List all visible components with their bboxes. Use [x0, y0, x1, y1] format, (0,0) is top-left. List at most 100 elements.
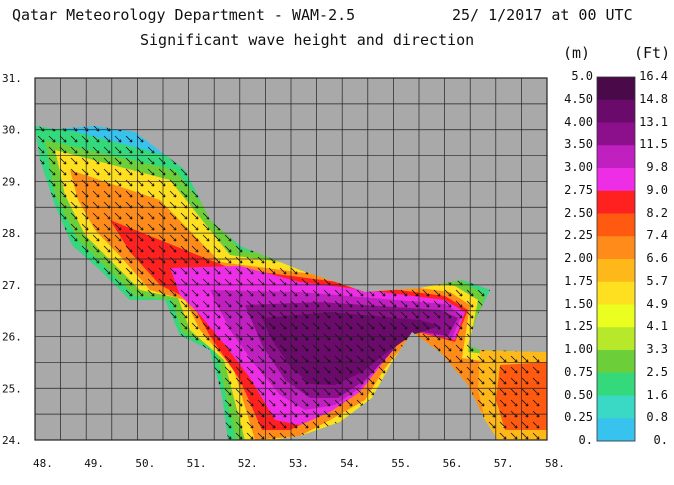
wave-arrow [48, 179, 56, 187]
wave-arrow [125, 157, 133, 165]
colorbar-label-meters: 1.25 [564, 319, 593, 334]
wave-arrow [37, 135, 45, 143]
wave-arrow [279, 289, 287, 297]
colorbar-label-feet: 0. [653, 433, 668, 447]
wave-arrow [378, 289, 386, 297]
wave-arrow [147, 223, 155, 231]
wave-arrow [334, 311, 342, 319]
wave-arrow [169, 234, 177, 242]
wave-arrow [257, 355, 265, 363]
wave-arrow [378, 344, 386, 352]
colorbar-swatch [597, 213, 635, 237]
wave-arrow [125, 190, 133, 198]
wave-arrow [92, 234, 100, 242]
wave-arrow [279, 344, 287, 352]
wave-arrow [191, 267, 199, 275]
wave-arrow [114, 168, 122, 176]
wave-arrow [224, 234, 232, 242]
wave-arrow [257, 388, 265, 396]
wave-arrow [400, 333, 408, 341]
wave-arrow [488, 399, 496, 407]
wave-arrow [323, 311, 331, 319]
latitude-tick: 25. [2, 382, 22, 395]
wave-arrow [180, 212, 188, 220]
colorbar-label-meters: 1.00 [564, 342, 593, 356]
wave-arrow [422, 333, 430, 341]
wave-arrow [433, 300, 441, 308]
wave-arrow [92, 212, 100, 220]
wave-arrow [334, 355, 342, 363]
colorbar-label-meters: 2.00 [564, 251, 593, 265]
wave-arrow [257, 289, 265, 297]
wave-arrow [532, 377, 540, 385]
wave-arrow [103, 223, 111, 231]
colorbar-label-feet: 11.5 [639, 137, 668, 152]
wave-arrow [378, 311, 386, 319]
wave-arrow [279, 355, 287, 363]
colorbar-label-feet: 14.8 [639, 91, 668, 106]
longitude-tick: 49. [84, 457, 104, 470]
wave-arrow [334, 366, 342, 374]
wave-arrow [136, 212, 144, 220]
wave-arrow [301, 344, 309, 352]
wave-arrow [70, 223, 78, 231]
wave-arrow [532, 421, 540, 429]
wave-arrow [103, 234, 111, 242]
wave-arrow [147, 234, 155, 242]
wave-arrow [246, 377, 254, 385]
wave-arrow [499, 355, 507, 363]
wave-arrow [125, 223, 133, 231]
latitude-tick: 31. [2, 72, 22, 85]
wave-arrow [202, 245, 210, 253]
wave-arrow [224, 388, 232, 396]
wave-arrow [389, 300, 397, 308]
wave-arrow [301, 355, 309, 363]
wave-arrow [213, 366, 221, 374]
wave-arrow [301, 366, 309, 374]
latitude-tick: 30. [2, 124, 22, 137]
wave-arrow [521, 355, 529, 363]
map-subtitle: Significant wave height and direction [140, 31, 475, 49]
colorbar-swatch [597, 99, 635, 123]
wave-arrow [268, 388, 276, 396]
wave-arrow [268, 289, 276, 297]
colorbar-swatch [597, 395, 635, 419]
wave-arrow [224, 289, 232, 297]
wave-arrow [323, 399, 331, 407]
wave-arrow [510, 388, 518, 396]
wave-arrow [169, 168, 177, 176]
wave-arrow [345, 300, 353, 308]
wave-arrow [246, 344, 254, 352]
colorbar-swatch [597, 259, 635, 283]
wave-arrow [147, 190, 155, 198]
wave-arrow [444, 311, 452, 319]
wave-arrow [169, 190, 177, 198]
wave-arrow [246, 267, 254, 275]
wave-arrow [433, 289, 441, 297]
wave-arrow [48, 146, 56, 154]
colorbar-label-meters: 0.25 [564, 410, 593, 425]
wave-arrow [444, 322, 452, 330]
colorbar-label-feet: 4.1 [646, 319, 668, 334]
colorbar [596, 76, 636, 442]
wave-arrow [389, 344, 397, 352]
wave-arrow [191, 212, 199, 220]
wave-arrow [510, 432, 518, 440]
wave-arrow [389, 333, 397, 341]
wave-arrow [290, 366, 298, 374]
wave-arrow [400, 311, 408, 319]
wave-arrow [455, 344, 463, 352]
colorbar-label-feet: 13.1 [639, 114, 668, 129]
latitude-tick: 29. [2, 175, 22, 188]
map-frame [34, 77, 548, 441]
wave-arrow [422, 311, 430, 319]
wave-arrow [169, 179, 177, 187]
wave-arrow [59, 190, 67, 198]
wave-arrow [136, 168, 144, 176]
wave-arrow [290, 322, 298, 330]
colorbar-label-feet: 9.0 [646, 182, 668, 197]
latitude-tick: 27. [2, 279, 22, 292]
wave-arrow [103, 245, 111, 253]
colorbar-label-feet: 0.8 [646, 410, 668, 425]
